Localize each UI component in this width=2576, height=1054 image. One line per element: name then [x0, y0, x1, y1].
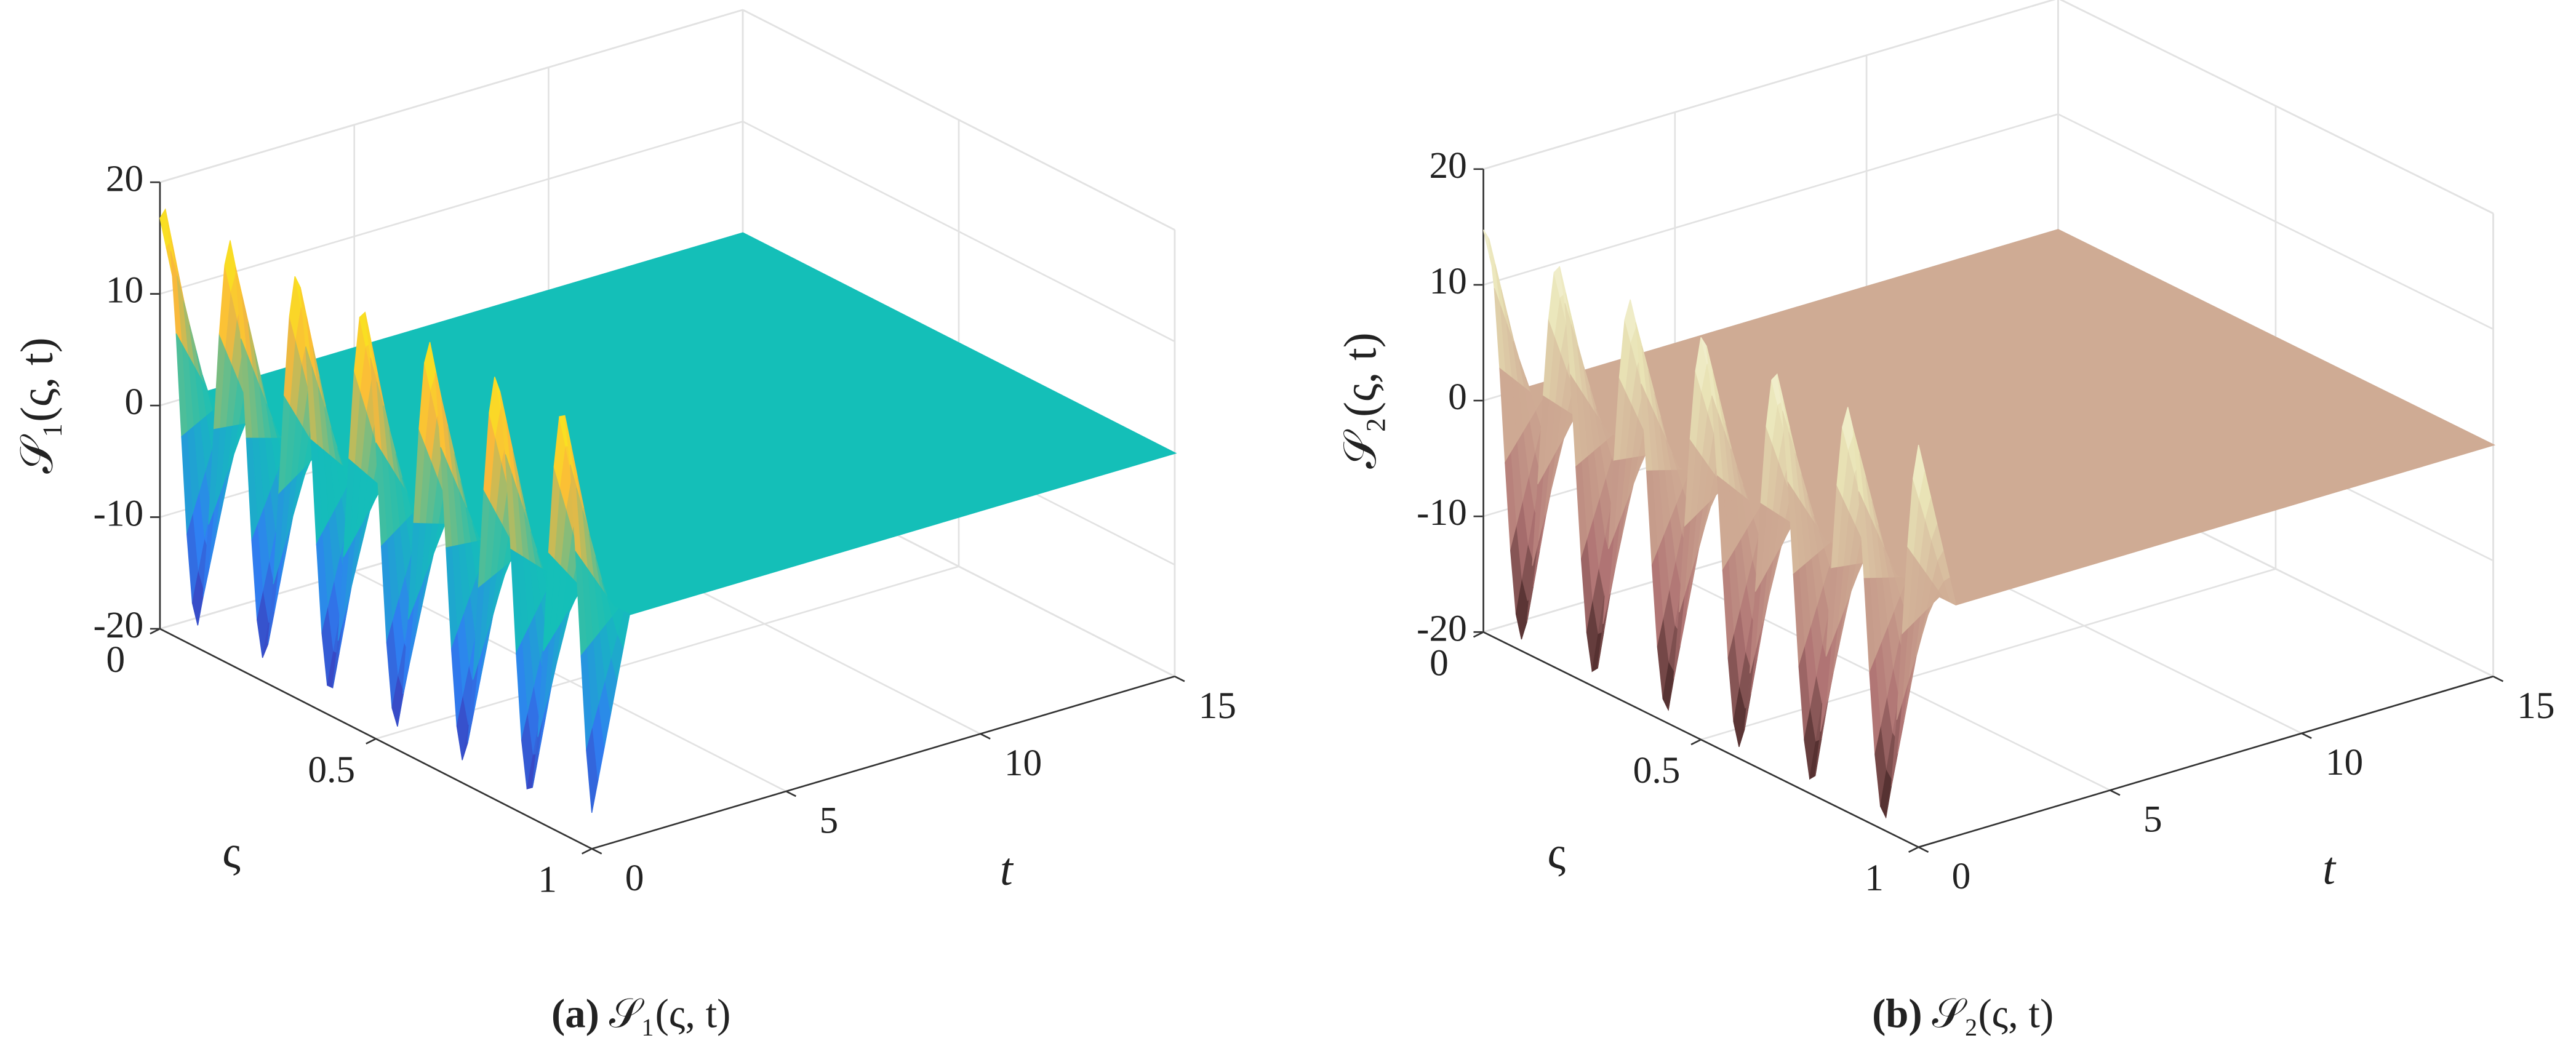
grid-line — [1700, 568, 2276, 741]
x-tick-label: 0.5 — [308, 749, 355, 791]
y-axis — [591, 676, 1175, 850]
tick-mark — [980, 733, 991, 740]
grid-line — [1483, 0, 2056, 170]
y-axis-label: t — [2322, 844, 2337, 895]
y-tick-label: 15 — [1199, 685, 1236, 727]
tick-mark — [2301, 732, 2312, 740]
x-axis-label: ς — [222, 827, 241, 878]
y-tick-label: 10 — [2326, 741, 2363, 783]
y-tick-label: 10 — [1004, 742, 1042, 784]
x-axis-label: ς — [1547, 828, 1566, 879]
x-axis — [159, 628, 593, 850]
z-tick-label: 10 — [106, 269, 143, 311]
x-tick-label: 1 — [538, 859, 557, 901]
z-tick-label: -10 — [1417, 492, 1467, 533]
grid-line — [1483, 113, 2058, 286]
caption-label: (a) — [551, 992, 599, 1037]
x-axis — [1482, 631, 1919, 848]
z-axis-label: 𝒮₁(ς, t) — [12, 337, 63, 473]
caption: (b) 𝒮₂(ς, t) — [1872, 992, 2054, 1037]
tick-mark — [785, 790, 797, 797]
tick-mark — [2492, 676, 2504, 682]
caption: (a) 𝒮₁(ς, t) — [551, 992, 730, 1037]
z-tick-label: -10 — [93, 493, 143, 535]
z-axis-label: 𝒮₂(ς, t) — [1335, 332, 1386, 468]
z-tick-label: 0 — [1448, 376, 1467, 418]
x-tick-label: 1 — [1865, 857, 1884, 899]
caption-text: 𝒮₂(ς, t) — [1932, 992, 2054, 1037]
caption-text: 𝒮₁(ς, t) — [609, 992, 731, 1037]
tick-mark — [150, 628, 161, 635]
tick-mark — [1174, 676, 1185, 682]
tick-mark — [1473, 631, 1484, 638]
y-tick-label: 0 — [625, 857, 644, 899]
tick-mark — [366, 738, 377, 745]
grid-line — [159, 9, 743, 183]
y-tick-label: 5 — [819, 800, 838, 842]
y-tick-label: 15 — [2517, 685, 2554, 727]
grid-line — [159, 121, 743, 295]
tick-mark — [2110, 789, 2121, 796]
x-tick-label: 0 — [106, 639, 126, 681]
caption-label: (b) — [1872, 992, 1922, 1037]
z-tick-label: 20 — [1429, 145, 1466, 186]
z-tick-label: -20 — [93, 604, 143, 646]
z-tick-label: 20 — [106, 158, 143, 199]
z-tick-label: 10 — [1429, 260, 1466, 302]
y-tick-label: 0 — [1952, 855, 1971, 897]
grid-line — [354, 570, 787, 792]
tick-mark — [1908, 846, 1919, 853]
tick-mark — [582, 848, 593, 855]
z-tick-label: -20 — [1417, 607, 1467, 649]
z-tick-label: 0 — [125, 381, 144, 423]
y-tick-label: 5 — [2143, 799, 2162, 840]
x-tick-label: 0 — [1430, 642, 1449, 684]
tick-mark — [1690, 738, 1702, 746]
x-tick-label: 0.5 — [1633, 749, 1681, 791]
surface-patch — [1943, 577, 1957, 605]
tick-mark — [591, 848, 602, 855]
tick-mark — [1918, 846, 1929, 853]
y-axis — [1918, 676, 2494, 848]
surface-patch — [617, 610, 630, 649]
y-axis-label: t — [1000, 844, 1014, 895]
